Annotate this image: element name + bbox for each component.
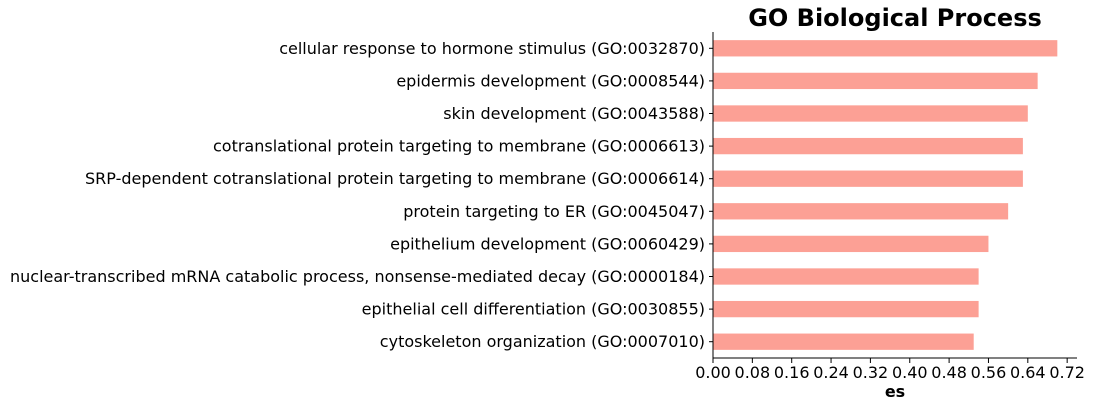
- bar: [713, 300, 979, 318]
- bar: [713, 170, 1023, 187]
- bar: [713, 72, 1038, 90]
- x-tick-label: 0.48: [931, 363, 967, 382]
- x-tick-label: 0.24: [813, 363, 849, 382]
- category-label: epithelial cell differentiation (GO:0030…: [362, 300, 705, 319]
- x-tick-label: 0.40: [892, 363, 928, 382]
- chart-title: GO Biological Process: [748, 4, 1042, 32]
- x-tick-label: 0.56: [971, 363, 1007, 382]
- x-tick-label: 0.64: [1010, 363, 1046, 382]
- category-label: nuclear-transcribed mRNA catabolic proce…: [10, 267, 705, 286]
- x-tick-label: 0.16: [774, 363, 810, 382]
- x-axis-ticks: 0.00 0.08 0.16 0.24 0.32 0.40 0.48 0.56 0.64 0.72: [695, 358, 1085, 382]
- bar: [713, 40, 1058, 57]
- category-label: cotranslational protein targeting to mem…: [213, 137, 705, 156]
- category-label: SRP-dependent cotranslational protein ta…: [85, 169, 705, 188]
- category-label: cellular response to hormone stimulus (G…: [279, 39, 705, 58]
- bar: [713, 105, 1028, 122]
- bar: [713, 268, 979, 285]
- x-tick-label: 0.32: [853, 363, 889, 382]
- x-tick-label: 0.00: [695, 363, 731, 382]
- category-label: cytoskeleton organization (GO:0007010): [380, 332, 705, 351]
- category-label: protein targeting to ER (GO:0045047): [403, 202, 705, 221]
- bar: [713, 333, 974, 350]
- bar: [713, 235, 989, 253]
- category-label: skin development (GO:0043588): [443, 104, 705, 123]
- x-tick-label: 0.72: [1049, 363, 1085, 382]
- bar: [713, 137, 1023, 155]
- x-tick-label: 0.08: [735, 363, 771, 382]
- category-labels: cellular response to hormone stimulus (G…: [10, 39, 713, 351]
- x-axis-label: es: [885, 382, 905, 401]
- bar: [713, 203, 1009, 220]
- bars-layer: [713, 40, 1058, 350]
- category-label: epithelium development (GO:0060429): [390, 234, 705, 253]
- category-label: epidermis development (GO:0008544): [396, 71, 705, 90]
